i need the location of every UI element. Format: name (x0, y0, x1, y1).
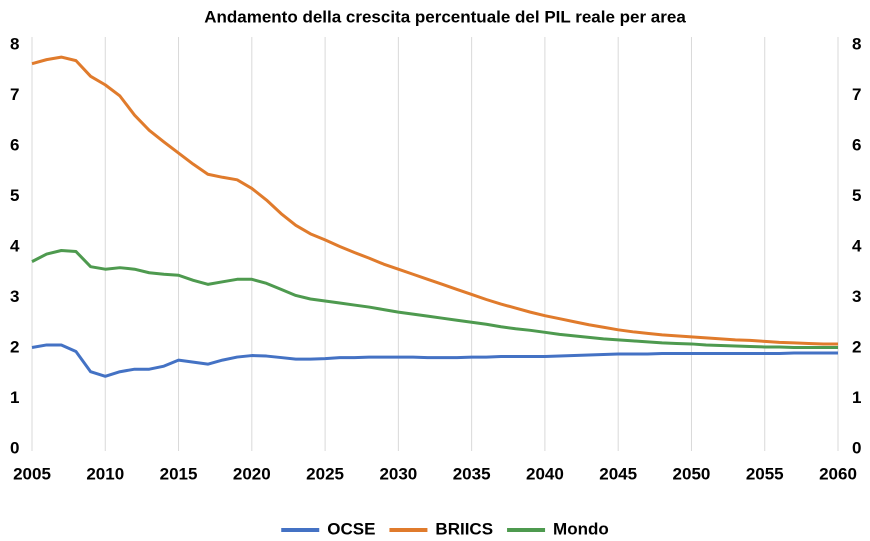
y-tick-label: 3 (10, 287, 19, 306)
y2-tick-label: 8 (852, 34, 861, 53)
y2-tick-label: 7 (852, 85, 861, 104)
y-tick-label: 6 (10, 135, 19, 154)
y2-tick-label: 2 (852, 337, 861, 356)
x-tick-label: 2045 (599, 464, 637, 483)
y2-tick-label: 1 (852, 388, 861, 407)
legend-label: BRIICS (435, 519, 493, 538)
y2-tick-label: 0 (852, 438, 861, 457)
x-tick-label: 2020 (233, 464, 271, 483)
x-tick-label: 2050 (673, 464, 711, 483)
y-tick-label: 1 (10, 388, 19, 407)
y-tick-label: 8 (10, 34, 19, 53)
x-tick-label: 2060 (819, 464, 857, 483)
chart-title: Andamento della crescita percentuale del… (204, 7, 686, 26)
legend-label: OCSE (327, 519, 375, 538)
y2-tick-label: 4 (852, 236, 862, 255)
y-tick-label: 2 (10, 337, 19, 356)
y-tick-label: 4 (10, 236, 20, 255)
x-tick-label: 2035 (453, 464, 491, 483)
x-tick-label: 2030 (379, 464, 417, 483)
y2-tick-label: 3 (852, 287, 861, 306)
y-tick-label: 5 (10, 186, 19, 205)
y2-tick-label: 6 (852, 135, 861, 154)
x-tick-label: 2055 (746, 464, 784, 483)
y-tick-label: 0 (10, 438, 19, 457)
x-tick-label: 2040 (526, 464, 564, 483)
y2-tick-label: 5 (852, 186, 861, 205)
x-tick-label: 2005 (13, 464, 51, 483)
y-tick-label: 7 (10, 85, 19, 104)
legend-label: Mondo (553, 519, 609, 538)
x-tick-label: 2025 (306, 464, 344, 483)
series-line (31, 249, 838, 349)
series-line (31, 55, 838, 346)
x-tick-label: 2010 (86, 464, 124, 483)
x-tick-label: 2015 (160, 464, 198, 483)
series-line (31, 343, 838, 378)
